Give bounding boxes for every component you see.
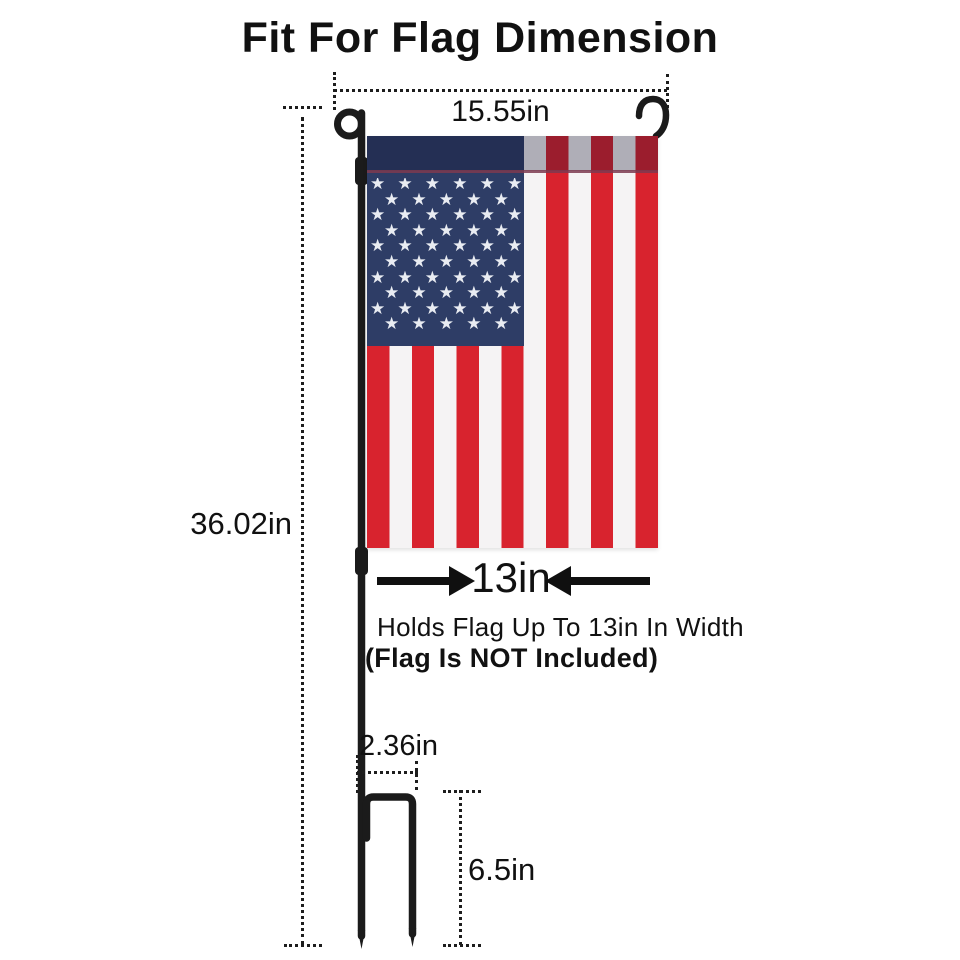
flag-width-arrow-right-icon bbox=[449, 566, 475, 596]
star-icon: ★ bbox=[493, 314, 509, 334]
top-width-label: 15.55in bbox=[451, 95, 550, 128]
fork-tip bbox=[408, 928, 417, 947]
top-dim-right-tick bbox=[666, 74, 669, 108]
star-icon: ★ bbox=[466, 314, 482, 334]
spike-dim-top-cap bbox=[443, 790, 481, 793]
flag-sleeve bbox=[367, 136, 658, 171]
star-icon: ★ bbox=[452, 205, 468, 225]
star-icon: ★ bbox=[452, 298, 468, 318]
star-icon: ★ bbox=[452, 178, 468, 193]
star-icon: ★ bbox=[411, 220, 427, 240]
star-icon: ★ bbox=[438, 189, 455, 209]
star-icon: ★ bbox=[479, 178, 495, 193]
page-title: Fit For Flag Dimension bbox=[241, 14, 719, 62]
star-icon: ★ bbox=[493, 252, 509, 271]
star-icon: ★ bbox=[370, 205, 386, 225]
star-icon: ★ bbox=[397, 236, 413, 256]
star-icon: ★ bbox=[438, 252, 455, 271]
star-icon: ★ bbox=[452, 236, 468, 256]
top-dim-line bbox=[334, 89, 667, 92]
flag-image: ★ ★ ★ ★ ★ ★ ★ ★ ★ ★ ★ ★ ★ ★ ★ ★ ★ ★ ★ ★ ★ ★ ★ ★ ★ ★ ★ ★ ★ ★ ★ ★ ★ ★ ★ ★ ★ ★ ★ ★… bbox=[367, 136, 658, 548]
star-icon: ★ bbox=[370, 236, 386, 256]
star-icon: ★ bbox=[507, 298, 523, 318]
star-icon: ★ bbox=[370, 267, 386, 287]
star-icon: ★ bbox=[397, 298, 413, 318]
star-icon: ★ bbox=[384, 220, 400, 240]
star-icon: ★ bbox=[479, 205, 495, 225]
star-icon: ★ bbox=[507, 178, 523, 193]
star-icon: ★ bbox=[411, 189, 427, 209]
star-icon: ★ bbox=[370, 298, 386, 318]
fork-width-label: 2.36in bbox=[359, 730, 439, 762]
star-icon: ★ bbox=[384, 283, 400, 303]
fork-dim-left-tick bbox=[356, 755, 359, 793]
height-dim-bottom-cap bbox=[284, 944, 322, 947]
star-icon: ★ bbox=[411, 314, 427, 334]
star-icon: ★ bbox=[424, 267, 441, 287]
pole-height-label: 36.02in bbox=[190, 506, 292, 541]
flag-width-arrow-right-shaft bbox=[571, 577, 650, 585]
note-flag-not-included: (Flag Is NOT Included) bbox=[365, 643, 659, 673]
star-icon: ★ bbox=[479, 298, 495, 318]
star-icon: ★ bbox=[438, 314, 455, 334]
star-icon: ★ bbox=[424, 236, 441, 256]
star-icon: ★ bbox=[411, 252, 427, 271]
flag-width-arrow-left-icon bbox=[545, 566, 571, 596]
star-icon: ★ bbox=[424, 178, 441, 193]
height-dim-line bbox=[301, 117, 304, 945]
flag-sleeve-seam bbox=[367, 170, 658, 173]
star-icon: ★ bbox=[384, 189, 400, 209]
flag-width-label: 13in bbox=[471, 554, 551, 601]
pole-tip bbox=[357, 930, 366, 949]
star-icon: ★ bbox=[397, 205, 413, 225]
star-icon: ★ bbox=[466, 220, 482, 240]
ground-fork bbox=[362, 793, 417, 938]
fork-dim-right-tick bbox=[415, 761, 418, 790]
spike-depth-label: 6.5in bbox=[468, 852, 536, 887]
star-field: ★ ★ ★ ★ ★ ★ ★ ★ ★ ★ ★ ★ ★ ★ ★ ★ ★ ★ ★ ★ ★ ★ ★ ★ ★ ★ ★ ★ ★ ★ ★ ★ ★ ★ ★ ★ ★ ★ ★ ★… bbox=[369, 178, 523, 348]
star-icon: ★ bbox=[370, 178, 386, 193]
star-icon: ★ bbox=[493, 283, 509, 303]
star-icon: ★ bbox=[479, 267, 495, 287]
star-icon: ★ bbox=[479, 236, 495, 256]
spike-dim-line bbox=[459, 790, 462, 945]
star-icon: ★ bbox=[507, 205, 523, 225]
flag-width-arrow-left-shaft bbox=[377, 577, 449, 585]
star-icon: ★ bbox=[438, 220, 455, 240]
star-icon: ★ bbox=[507, 267, 523, 287]
star-icon: ★ bbox=[452, 267, 468, 287]
star-icon: ★ bbox=[507, 236, 523, 256]
star-icon: ★ bbox=[466, 283, 482, 303]
star-icon: ★ bbox=[424, 205, 441, 225]
star-icon: ★ bbox=[493, 220, 509, 240]
note-holds-flag: Holds Flag Up To 13in In Width bbox=[377, 612, 744, 642]
spike-dim-bottom-cap bbox=[443, 944, 481, 947]
star-icon: ★ bbox=[384, 252, 400, 271]
star-icon: ★ bbox=[466, 252, 482, 271]
star-icon: ★ bbox=[411, 283, 427, 303]
star-icon: ★ bbox=[424, 298, 441, 318]
star-icon: ★ bbox=[466, 189, 482, 209]
star-icon: ★ bbox=[397, 267, 413, 287]
star-icon: ★ bbox=[493, 189, 509, 209]
star-icon: ★ bbox=[397, 178, 413, 193]
fork-dim-line bbox=[357, 771, 418, 774]
height-dim-top-cap bbox=[283, 106, 322, 109]
star-icon: ★ bbox=[438, 283, 455, 303]
star-icon: ★ bbox=[384, 314, 400, 334]
lower-ferrule bbox=[355, 547, 368, 575]
